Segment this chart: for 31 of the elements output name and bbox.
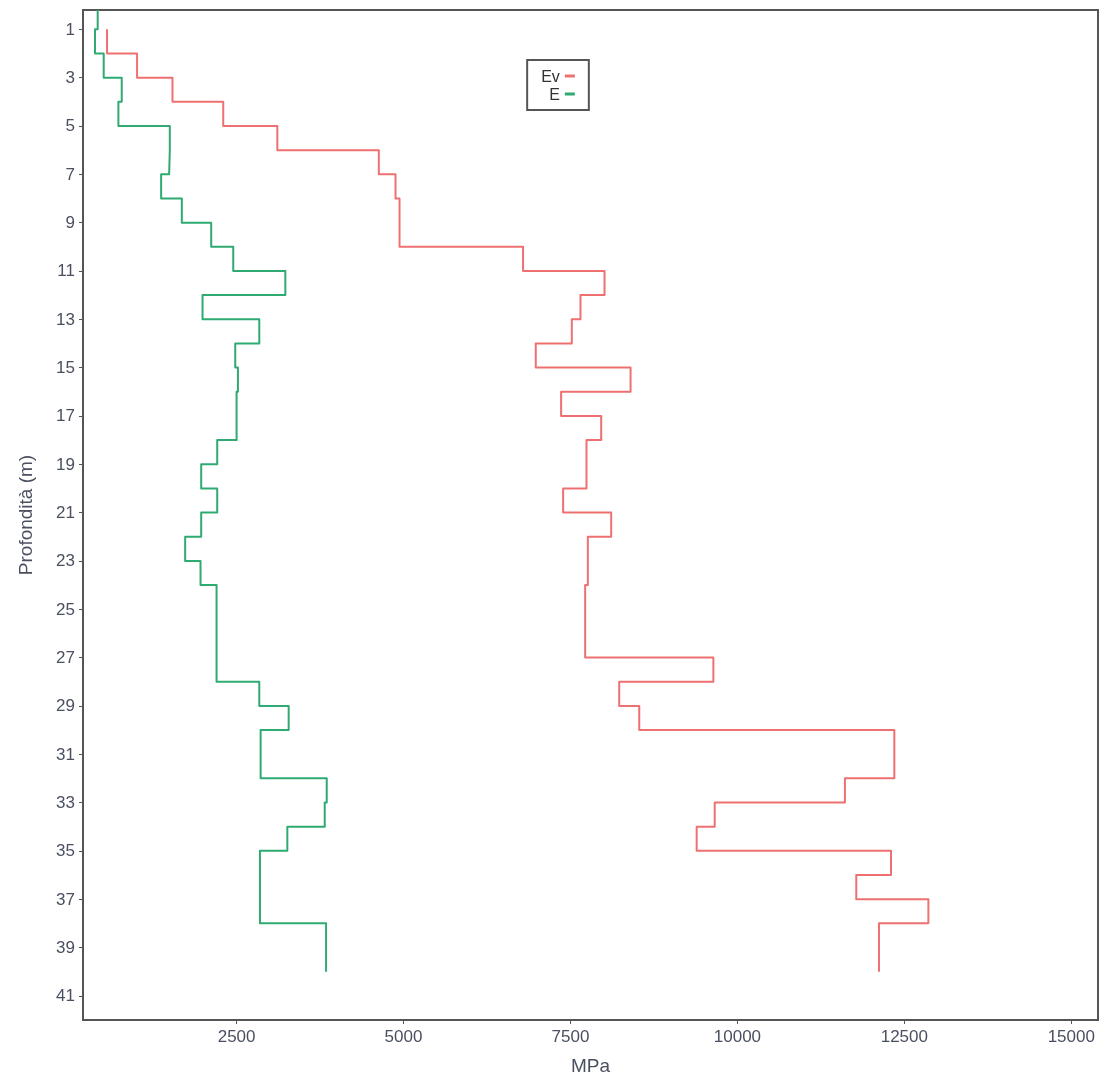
y-tick-label: 25 [56,599,75,619]
y-tick-label: 37 [56,889,75,909]
y-tick-label: 17 [56,406,75,426]
y-tick-label: 39 [56,938,75,958]
y-tick-label: 35 [56,841,75,861]
x-tick-label: 15000 [1047,1027,1095,1046]
y-tick-label: 21 [56,503,75,523]
x-tick-label: 7500 [551,1027,590,1046]
y-tick-label: 33 [56,793,75,813]
y-tick-label: 19 [56,454,75,474]
x-tick-label: 2500 [217,1027,256,1046]
y-tick-label: 5 [65,116,75,136]
y-tick-label: 13 [56,309,75,329]
y-tick-label: 41 [56,986,75,1006]
y-tick-label: 11 [57,261,75,281]
x-tick-label: 12500 [880,1027,928,1046]
x-axis-title: MPa [570,1055,611,1076]
y-tick-label: 23 [56,551,75,571]
x-tick-label: 5000 [384,1027,423,1046]
y-tick-label: 27 [56,648,75,668]
x-tick-label: 10000 [713,1027,762,1046]
y-tick-label: 31 [56,744,75,764]
y-tick-label: 3 [65,68,75,88]
y-tick-label: 29 [56,696,75,716]
legend-label: Ev [541,67,560,85]
legend-label: E [549,85,560,103]
y-tick-label: 15 [56,358,75,378]
y-tick-label: 1 [65,19,75,39]
y-tick-label: 7 [65,164,75,184]
y-tick-label: 9 [65,213,75,233]
y-axis-title: Profondità (m) [15,454,36,576]
